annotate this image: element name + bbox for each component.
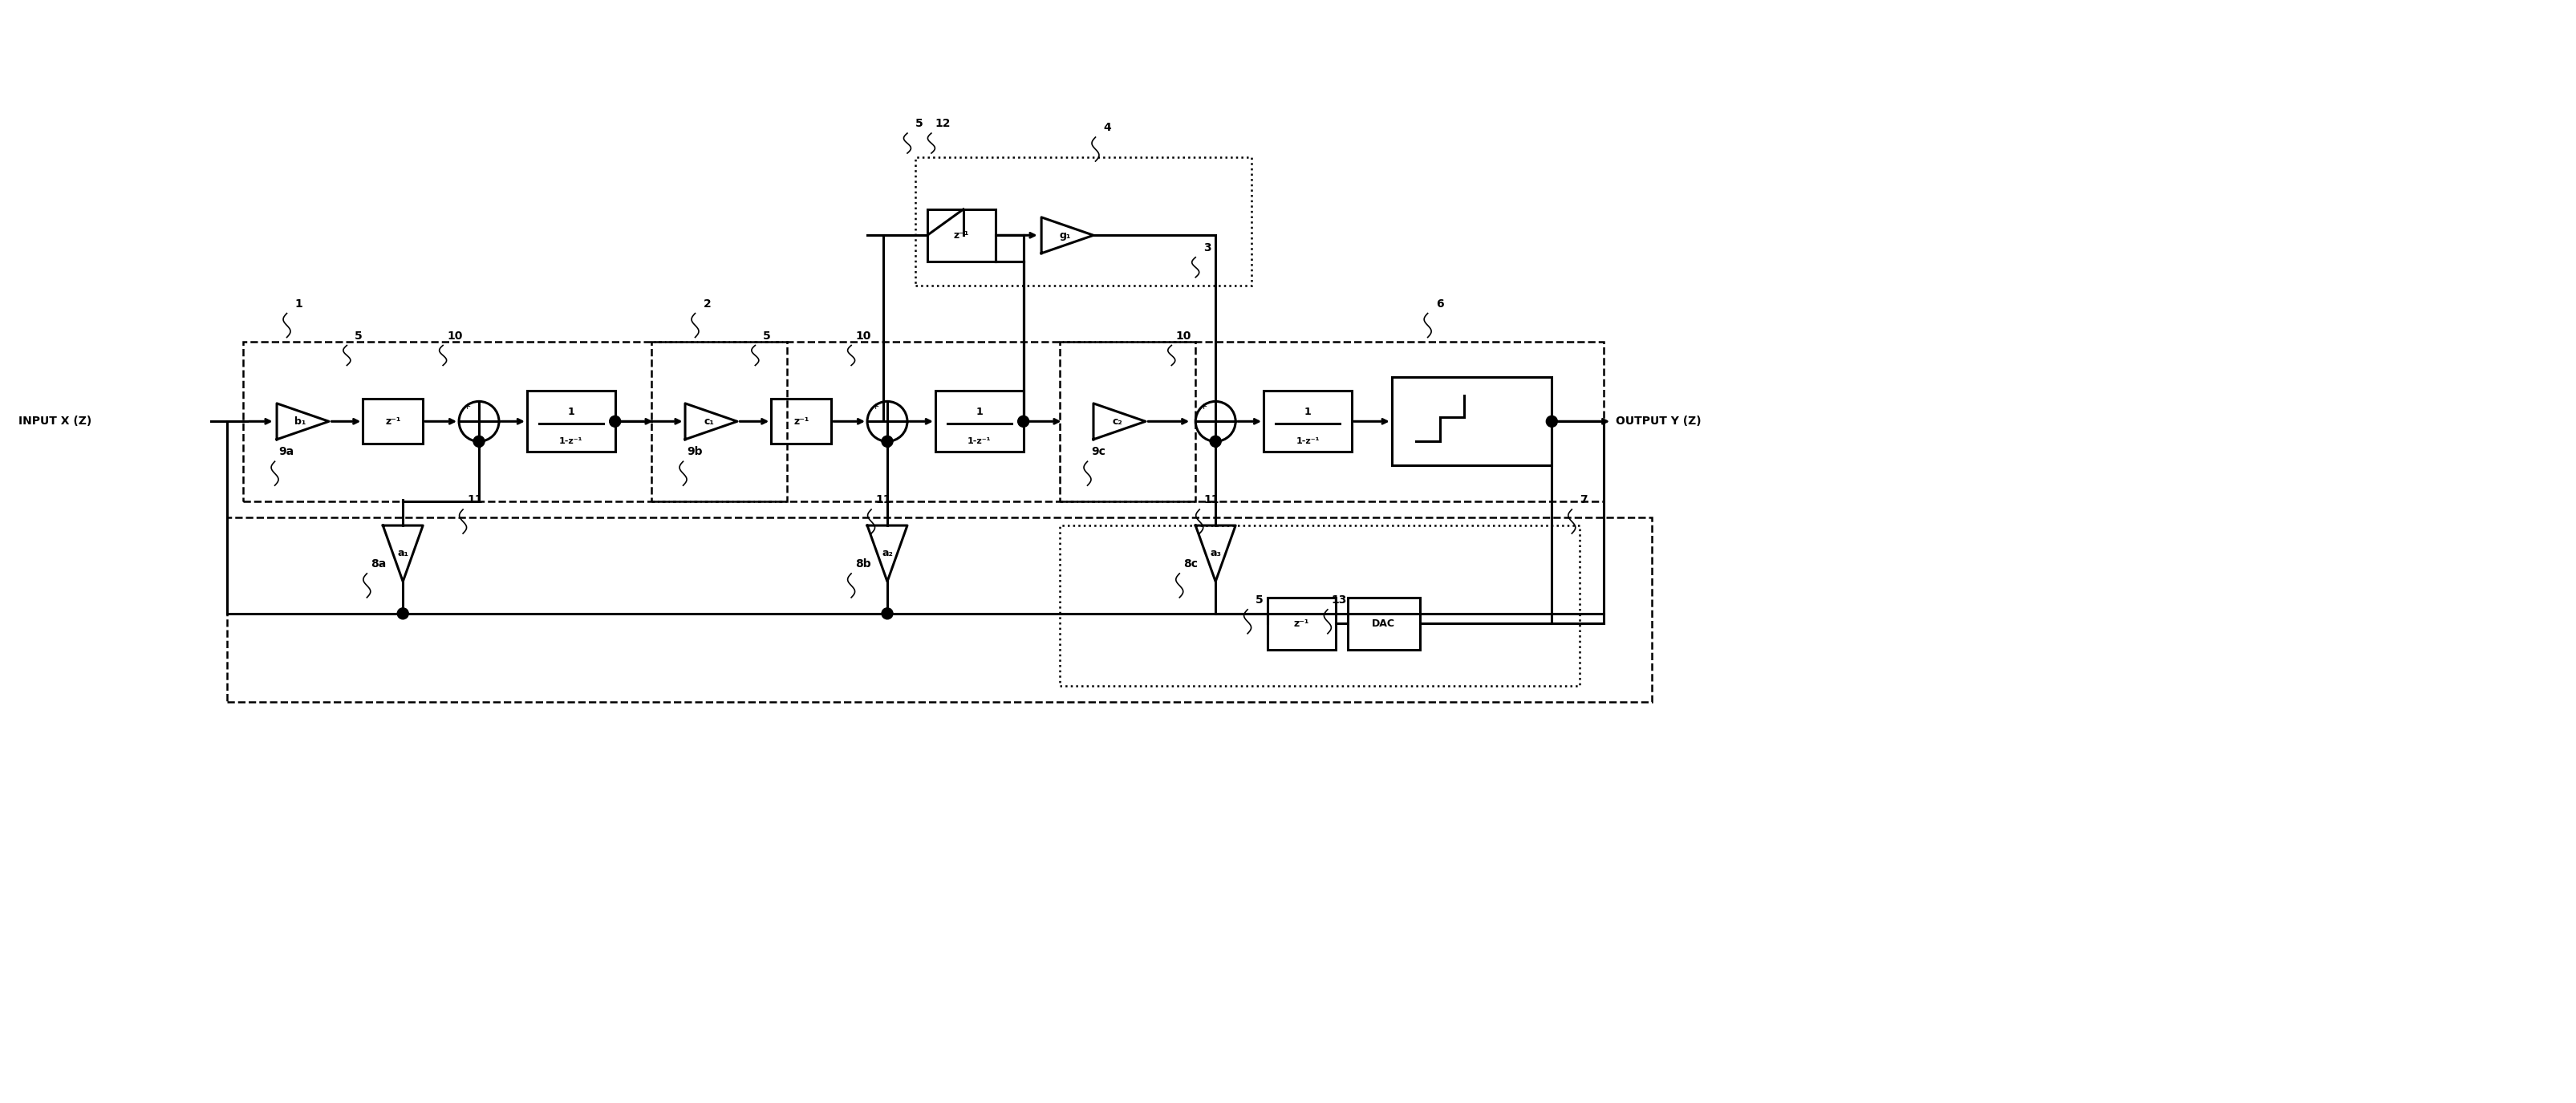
Text: a₂: a₂ [881, 548, 894, 559]
Bar [528, 390, 616, 452]
Text: c₂: c₂ [1113, 416, 1123, 427]
Text: -: - [886, 441, 889, 452]
Text: 8b: 8b [855, 558, 871, 569]
Text: 12: 12 [935, 118, 951, 129]
Text: +: + [464, 403, 471, 411]
Text: DAC: DAC [1373, 619, 1396, 629]
Text: g₁: g₁ [1059, 231, 1072, 240]
Text: -: - [477, 441, 482, 452]
Text: 13: 13 [1332, 595, 1347, 606]
Text: a₃: a₃ [1211, 548, 1221, 559]
Text: 1: 1 [294, 298, 301, 309]
Text: 1-z⁻¹: 1-z⁻¹ [969, 438, 992, 446]
Text: 9a: 9a [278, 447, 294, 458]
Text: 10: 10 [448, 330, 464, 341]
Text: z⁻¹: z⁻¹ [1293, 619, 1309, 629]
Text: 8c: 8c [1182, 558, 1198, 569]
Bar [770, 399, 832, 443]
Text: 7: 7 [1579, 494, 1587, 505]
Text: z⁻¹: z⁻¹ [793, 416, 809, 427]
Text: 10: 10 [1175, 330, 1190, 341]
Bar [242, 341, 788, 502]
Text: OUTPUT Y (Z): OUTPUT Y (Z) [1615, 416, 1700, 427]
Circle shape [881, 608, 894, 619]
Text: 3: 3 [1203, 242, 1211, 254]
Text: c₁: c₁ [703, 416, 714, 427]
Bar [1391, 377, 1551, 465]
Text: 1: 1 [976, 407, 984, 417]
Bar [1267, 598, 1334, 650]
Bar [363, 399, 422, 443]
Text: 4: 4 [1103, 122, 1110, 133]
Text: b₁: b₁ [294, 416, 307, 427]
Text: INPUT X (Z): INPUT X (Z) [18, 416, 93, 427]
Text: 1: 1 [1303, 407, 1311, 417]
Text: 11: 11 [876, 494, 891, 505]
Bar [1059, 341, 1605, 502]
Circle shape [1546, 416, 1558, 427]
Text: 5: 5 [914, 118, 922, 129]
Text: 1-z⁻¹: 1-z⁻¹ [1296, 438, 1319, 446]
Bar [935, 390, 1023, 452]
Text: 1: 1 [567, 407, 574, 417]
Circle shape [611, 416, 621, 427]
Text: z⁻¹: z⁻¹ [386, 416, 402, 427]
Bar [927, 210, 994, 261]
Bar [1265, 390, 1352, 452]
Text: 11: 11 [1203, 494, 1218, 505]
Bar [652, 341, 1195, 502]
Text: 5: 5 [355, 330, 363, 341]
Text: 6: 6 [1435, 298, 1443, 309]
Circle shape [397, 608, 410, 619]
Bar [1059, 525, 1579, 686]
Text: a₁: a₁ [397, 548, 410, 559]
Text: z⁻¹: z⁻¹ [953, 231, 969, 240]
Text: +: + [1200, 403, 1208, 411]
Bar [914, 158, 1252, 286]
Bar [227, 517, 1651, 702]
Text: 11: 11 [466, 494, 482, 505]
Bar [1347, 598, 1419, 650]
Text: -: - [1213, 441, 1218, 452]
Circle shape [474, 436, 484, 447]
Text: 5: 5 [1255, 595, 1262, 606]
Text: 2: 2 [703, 298, 711, 309]
Circle shape [1018, 416, 1028, 427]
Text: 8a: 8a [371, 558, 386, 569]
Circle shape [1211, 436, 1221, 447]
Text: 1-z⁻¹: 1-z⁻¹ [559, 438, 582, 446]
Circle shape [881, 436, 894, 447]
Text: +: + [871, 403, 878, 411]
Text: 10: 10 [855, 330, 871, 341]
Text: 9c: 9c [1092, 447, 1105, 458]
Text: 9b: 9b [688, 447, 703, 458]
Text: 5: 5 [762, 330, 770, 341]
